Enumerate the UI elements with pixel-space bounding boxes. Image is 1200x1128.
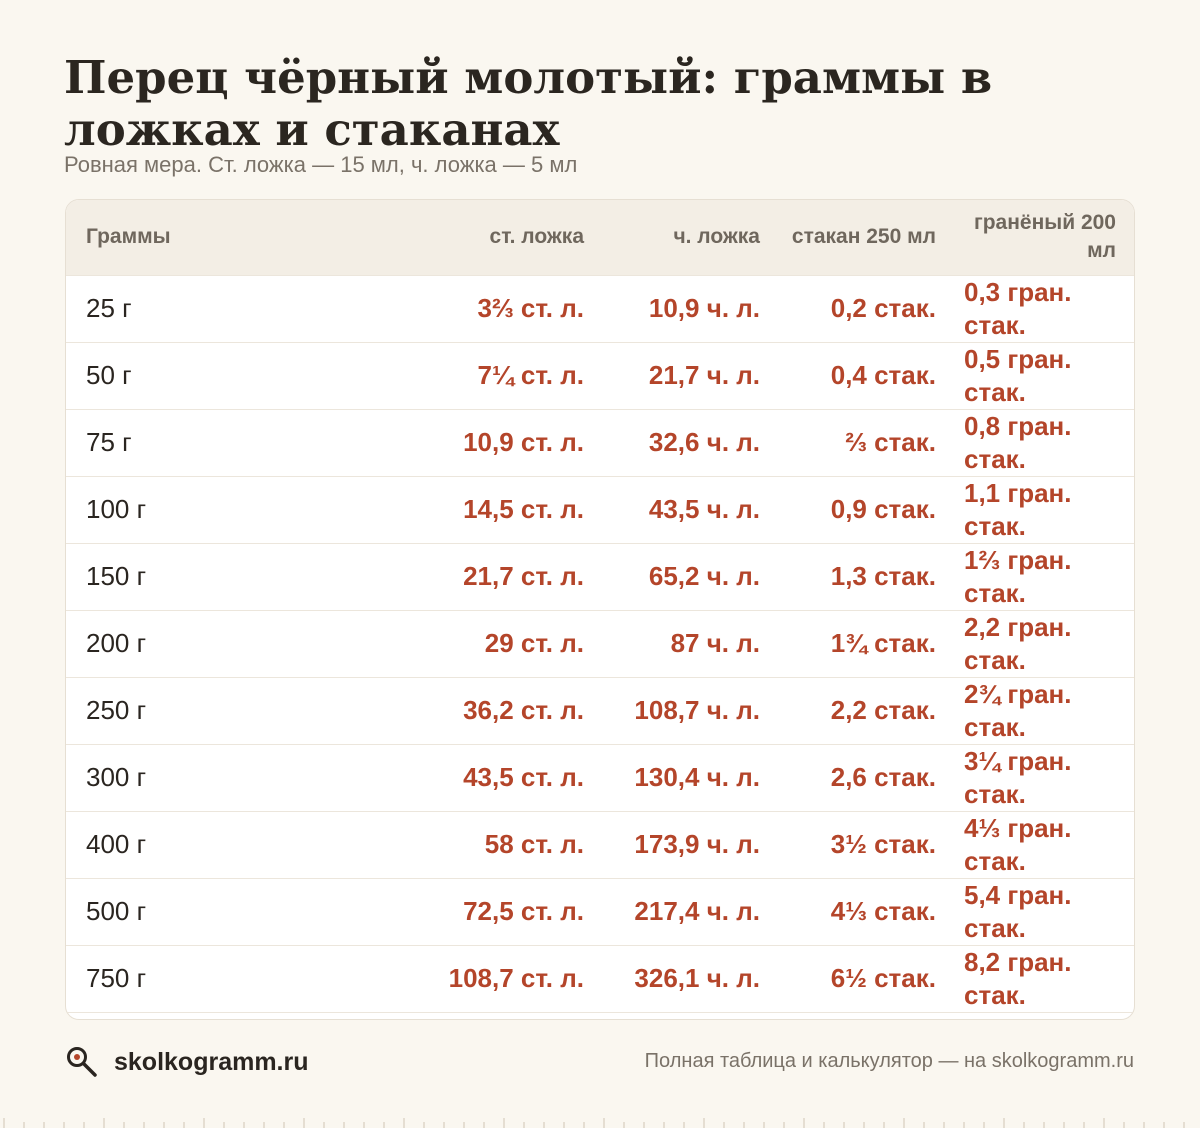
table-row: 150 г 21,7 ст. л. 65,2 ч. л. 1,3 стак. 1⅔ гр… [66,543,1134,610]
cell-tablespoon: 10,9 ст. л. [463,427,584,457]
cell-tablespoon: 3⅔ ст. л. [477,293,584,323]
header-faceted-glass-200: гранёный 200 мл [973,211,1116,263]
footer-note: Полная таблица и калькулятор — на skolko… [644,1050,1134,1072]
table-row: 250 г 36,2 ст. л. 108,7 ч. л. 2,2 стак. 2¾ г… [66,677,1134,744]
cell-teaspoon: 32,6 ч. л. [648,427,760,457]
cell-teaspoon: 43,5 ч. л. [648,494,760,524]
conversion-table-card: Граммы ст. ложка ч. ложка стакан 250 мл … [65,199,1135,1020]
cell-faceted-glass-200: 10,9 гран. стак. [954,1012,1134,1020]
cell-faceted-glass-200: 2,2 гран. стак. [964,611,1072,675]
cell-grams: 50 г [86,360,132,390]
cell-glass-250: 2,6 стак. [830,762,936,792]
cell-faceted-glass-200: 5,4 гран. стак. [964,879,1072,943]
table-row: 300 г 43,5 ст. л. 130,4 ч. л. 2,6 стак. 3¼ г… [66,744,1134,811]
cell-tablespoon: 14,5 ст. л. [463,494,584,524]
cell-faceted-glass-200: 3¼ гран. стак. [964,745,1072,809]
ruler-decoration [3,1118,1185,1128]
cell-grams: 150 г [86,561,147,591]
cell-teaspoon: 87 ч. л. [670,628,760,658]
cell-tablespoon: 21,7 ст. л. [463,561,584,591]
cell-tablespoon: 108,7 ст. л. [448,963,584,993]
header-tablespoon: ст. ложка [489,225,584,249]
cell-glass-250: 1,3 стак. [830,561,936,591]
cell-grams: 1000 г [66,1012,426,1019]
cell-grams: 500 г [86,896,147,926]
header-grams: Граммы [86,225,171,249]
cell-teaspoon: 130,4 ч. л. [634,762,760,792]
cell-grams: 750 г [86,963,147,993]
cell-glass-250: 0,9 стак. [830,494,936,524]
cell-glass-250: 4⅓ стак. [830,896,936,926]
cell-teaspoon: 217,4 ч. л. [634,896,760,926]
cell-faceted-glass-200: 1,1 гран. стак. [964,477,1072,541]
table-row: 25 г 3⅔ ст. л. 10,9 ч. л. 0,2 стак. 0,3 гран… [66,275,1134,342]
brand-name: skolkogramm.ru [114,1047,309,1076]
cell-tablespoon: 43,5 ст. л. [463,762,584,792]
cell-tablespoon: 7¼ ст. л. [477,360,584,390]
cell-glass-250: 1¾ стак. [830,628,936,658]
cell-faceted-glass-200: 4⅓ гран. стак. [964,812,1072,876]
cell-glass-250: 2,2 стак. [830,695,936,725]
cell-teaspoon: 108,7 ч. л. [634,695,760,725]
cell-teaspoon: 21,7 ч. л. [648,360,760,390]
cell-tablespoon: 72,5 ст. л. [463,896,584,926]
cell-glass-250: 8⅔ стак. [778,1012,954,1019]
cell-teaspoon: 10,9 ч. л. [648,293,760,323]
cell-tablespoon: 36,2 ст. л. [463,695,584,725]
footer-brand: skolkogramm.ru [64,1044,309,1080]
cell-tablespoon: 144,9 ст. л. [426,1012,602,1019]
table-body: 25 г 3⅔ ст. л. 10,9 ч. л. 0,2 стак. 0,3 гран… [66,275,1134,1020]
cell-faceted-glass-200: 0,5 гран. стак. [964,343,1072,407]
page-title: Перец чёрный молотый: граммы в ложках и … [64,51,993,156]
table-row: 200 г 29 ст. л. 87 ч. л. 1¾ стак. 2,2 гран. … [66,610,1134,677]
cell-faceted-glass-200: 0,8 гран. стак. [964,410,1072,474]
cell-faceted-glass-200: 2¾ гран. стак. [964,678,1072,742]
cell-grams: 25 г [86,293,132,323]
table-row: 1000 г144,9 ст. л.434,8 ч. л.8⅔ стак.10,… [66,1012,1134,1020]
table-row: 75 г 10,9 ст. л. 32,6 ч. л. ⅔ стак. 0,8 гран… [66,409,1134,476]
cell-grams: 300 г [86,762,147,792]
header-teaspoon: ч. ложка [673,225,760,249]
magnifier-icon [67,1047,97,1077]
cell-grams: 200 г [86,628,147,658]
table-row: 100 г 14,5 ст. л. 43,5 ч. л. 0,9 стак. 1,1 г… [66,476,1134,543]
header-glass-250: стакан 250 мл [791,225,936,249]
cell-faceted-glass-200: 0,3 гран. стак. [964,276,1072,340]
page-subtitle: Ровная мера. Ст. ложка — 15 мл, ч. ложка… [64,152,578,177]
cell-tablespoon: 58 ст. л. [484,829,584,859]
table-row: 50 г 7¼ ст. л. 21,7 ч. л. 0,4 стак. 0,5 гран… [66,342,1134,409]
table-row: 400 г 58 ст. л. 173,9 ч. л. 3½ стак. 4⅓ гран… [66,811,1134,878]
cell-grams: 75 г [86,427,132,457]
cell-teaspoon: 65,2 ч. л. [648,561,760,591]
cell-tablespoon: 29 ст. л. [484,628,584,658]
table-header-row: Граммы ст. ложка ч. ложка стакан 250 мл … [66,200,1134,275]
cell-teaspoon: 434,8 ч. л. [602,1012,778,1019]
cell-grams: 400 г [86,829,147,859]
cell-grams: 100 г [86,494,147,524]
cell-faceted-glass-200: 8,2 гран. стак. [964,946,1072,1010]
cell-grams: 250 г [86,695,147,725]
cell-teaspoon: 173,9 ч. л. [634,829,760,859]
conversion-table: Граммы ст. ложка ч. ложка стакан 250 мл … [66,200,1134,1020]
cell-faceted-glass-200: 1⅔ гран. стак. [964,544,1072,608]
cell-teaspoon: 326,1 ч. л. [634,963,760,993]
cell-glass-250: 0,2 стак. [830,293,936,323]
table-row: 750 г 108,7 ст. л. 326,1 ч. л. 6½ стак. 8,2 … [66,945,1134,1012]
cell-glass-250: 6½ стак. [830,963,936,993]
cell-glass-250: ⅔ стак. [845,427,936,457]
cell-glass-250: 3½ стак. [830,829,936,859]
table-row: 500 г 72,5 ст. л. 217,4 ч. л. 4⅓ стак. 5,4 г… [66,878,1134,945]
cell-glass-250: 0,4 стак. [830,360,936,390]
